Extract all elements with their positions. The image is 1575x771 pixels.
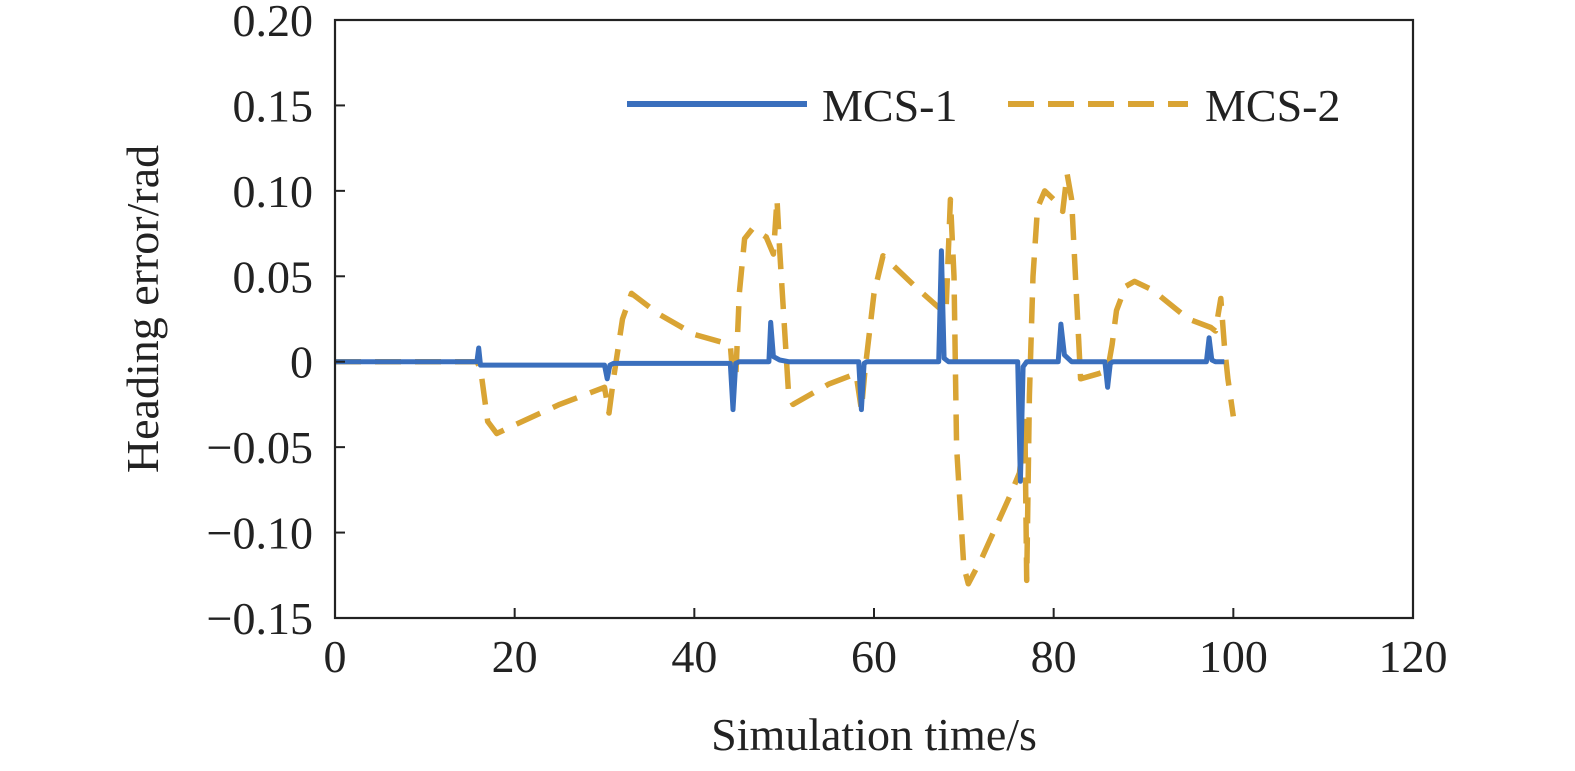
legend-label-mcs-2: MCS-2 <box>1205 80 1340 131</box>
x-tick-label: 40 <box>671 631 717 682</box>
legend-label-mcs-1: MCS-1 <box>822 80 957 131</box>
x-tick-label: 100 <box>1199 631 1268 682</box>
y-tick-label: 0.05 <box>233 251 314 302</box>
series-line-mcs-2 <box>335 171 1237 587</box>
series-line-mcs-1 <box>335 248 1225 484</box>
x-tick-label: 20 <box>492 631 538 682</box>
y-tick-label: 0.20 <box>233 0 314 46</box>
y-tick-label: −0.15 <box>207 593 313 644</box>
y-tick-label: −0.10 <box>207 508 313 559</box>
x-tick-label: 80 <box>1031 631 1077 682</box>
y-tick-label: 0 <box>290 337 313 388</box>
series-layer <box>335 171 1237 587</box>
legend: MCS-1 MCS-2 <box>627 80 1340 131</box>
y-axis-title: Heading error/rad <box>117 145 168 473</box>
y-axis-ticks: −0.15 −0.10 −0.05 0 0.05 0.10 0.15 0.20 <box>207 0 345 644</box>
x-tick-label: 60 <box>851 631 897 682</box>
x-axis-title: Simulation time/s <box>711 709 1037 760</box>
y-tick-label: −0.05 <box>207 422 313 473</box>
x-tick-label: 0 <box>324 631 347 682</box>
x-tick-label: 120 <box>1379 631 1448 682</box>
y-tick-label: 0.10 <box>233 166 314 217</box>
y-tick-label: 0.15 <box>233 80 314 131</box>
x-axis-ticks: 0 20 40 60 80 100 120 <box>324 608 1448 682</box>
